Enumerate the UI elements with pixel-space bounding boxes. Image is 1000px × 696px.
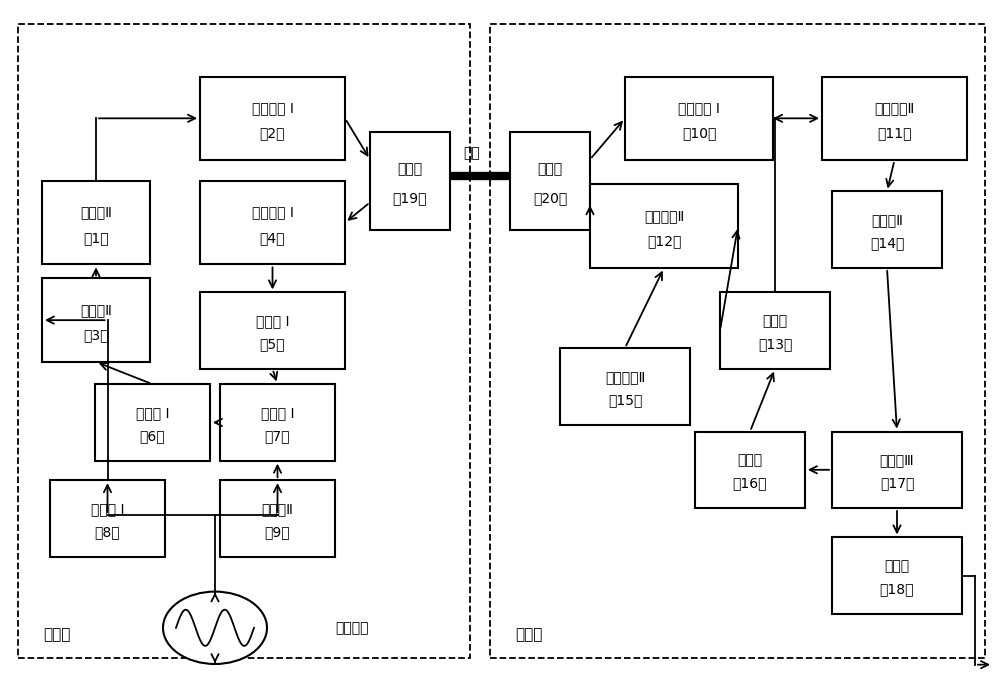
Text: 光调制器Ⅱ: 光调制器Ⅱ (644, 209, 684, 223)
Text: （10）: （10） (682, 127, 716, 141)
Text: 光收模块Ⅱ: 光收模块Ⅱ (874, 102, 915, 116)
Bar (220, 480, 335, 557)
Text: （17）: （17） (880, 477, 914, 491)
Text: 远端站: 远端站 (515, 627, 542, 642)
Text: 倍频器 I: 倍频器 I (91, 503, 124, 516)
Text: （12）: （12） (647, 235, 681, 248)
Text: （2）: （2） (260, 127, 285, 141)
Text: （1）: （1） (83, 231, 109, 245)
Text: （18）: （18） (880, 583, 914, 596)
Bar (42, 278, 150, 362)
Text: 合波器: 合波器 (397, 162, 423, 176)
Bar (625, 77, 773, 160)
Text: 光调制器 I: 光调制器 I (678, 102, 720, 116)
Text: （14）: （14） (870, 237, 904, 251)
Text: 光发模块 I: 光发模块 I (252, 102, 293, 116)
Text: 倍频器Ⅱ: 倍频器Ⅱ (262, 503, 293, 516)
Bar (18, 24, 470, 658)
Bar (822, 77, 967, 160)
Bar (50, 480, 165, 557)
Text: 滤波器Ⅲ: 滤波器Ⅲ (880, 454, 914, 468)
Circle shape (163, 592, 267, 664)
Text: 滤波器Ⅱ: 滤波器Ⅱ (80, 206, 112, 220)
Bar (560, 348, 690, 425)
Text: （3）: （3） (83, 329, 109, 342)
Bar (220, 384, 335, 461)
Text: （8）: （8） (95, 525, 120, 539)
Text: 混频器Ⅱ: 混频器Ⅱ (80, 303, 112, 317)
Text: 滤波器 I: 滤波器 I (136, 406, 169, 420)
Text: 功分器: 功分器 (762, 315, 788, 329)
Text: （6）: （6） (140, 429, 165, 443)
Bar (200, 77, 345, 160)
Bar (720, 292, 830, 369)
Text: 中心站: 中心站 (43, 627, 70, 642)
Text: （13）: （13） (758, 338, 792, 351)
Text: 移相器: 移相器 (737, 454, 763, 468)
Bar (95, 384, 210, 461)
Bar (490, 24, 985, 658)
Text: 分波器: 分波器 (537, 162, 563, 176)
Text: 放大器 I: 放大器 I (256, 315, 289, 329)
Text: （4）: （4） (260, 231, 285, 245)
Bar (832, 432, 962, 508)
Text: （15）: （15） (608, 393, 642, 407)
Bar (370, 132, 450, 230)
Bar (695, 432, 805, 508)
Bar (200, 181, 345, 264)
Text: 放大器Ⅱ: 放大器Ⅱ (871, 214, 903, 228)
Text: 光收模块 I: 光收模块 I (252, 206, 293, 220)
Text: （16）: （16） (733, 477, 767, 491)
Text: （11）: （11） (877, 127, 912, 141)
Text: （19）: （19） (393, 191, 427, 205)
Text: 光纤: 光纤 (464, 146, 480, 160)
Text: （5）: （5） (260, 338, 285, 351)
Bar (42, 181, 150, 264)
Text: （7）: （7） (265, 429, 290, 443)
Text: 时频标源: 时频标源 (335, 621, 369, 635)
Text: （20）: （20） (533, 191, 567, 205)
Text: 光发模块Ⅱ: 光发模块Ⅱ (605, 370, 645, 384)
Text: 电接口: 电接口 (884, 560, 910, 574)
Text: （9）: （9） (265, 525, 290, 539)
Bar (590, 184, 738, 268)
Bar (832, 537, 962, 614)
Bar (510, 132, 590, 230)
Text: 混频器 I: 混频器 I (261, 406, 294, 420)
Bar (200, 292, 345, 369)
Bar (832, 191, 942, 268)
